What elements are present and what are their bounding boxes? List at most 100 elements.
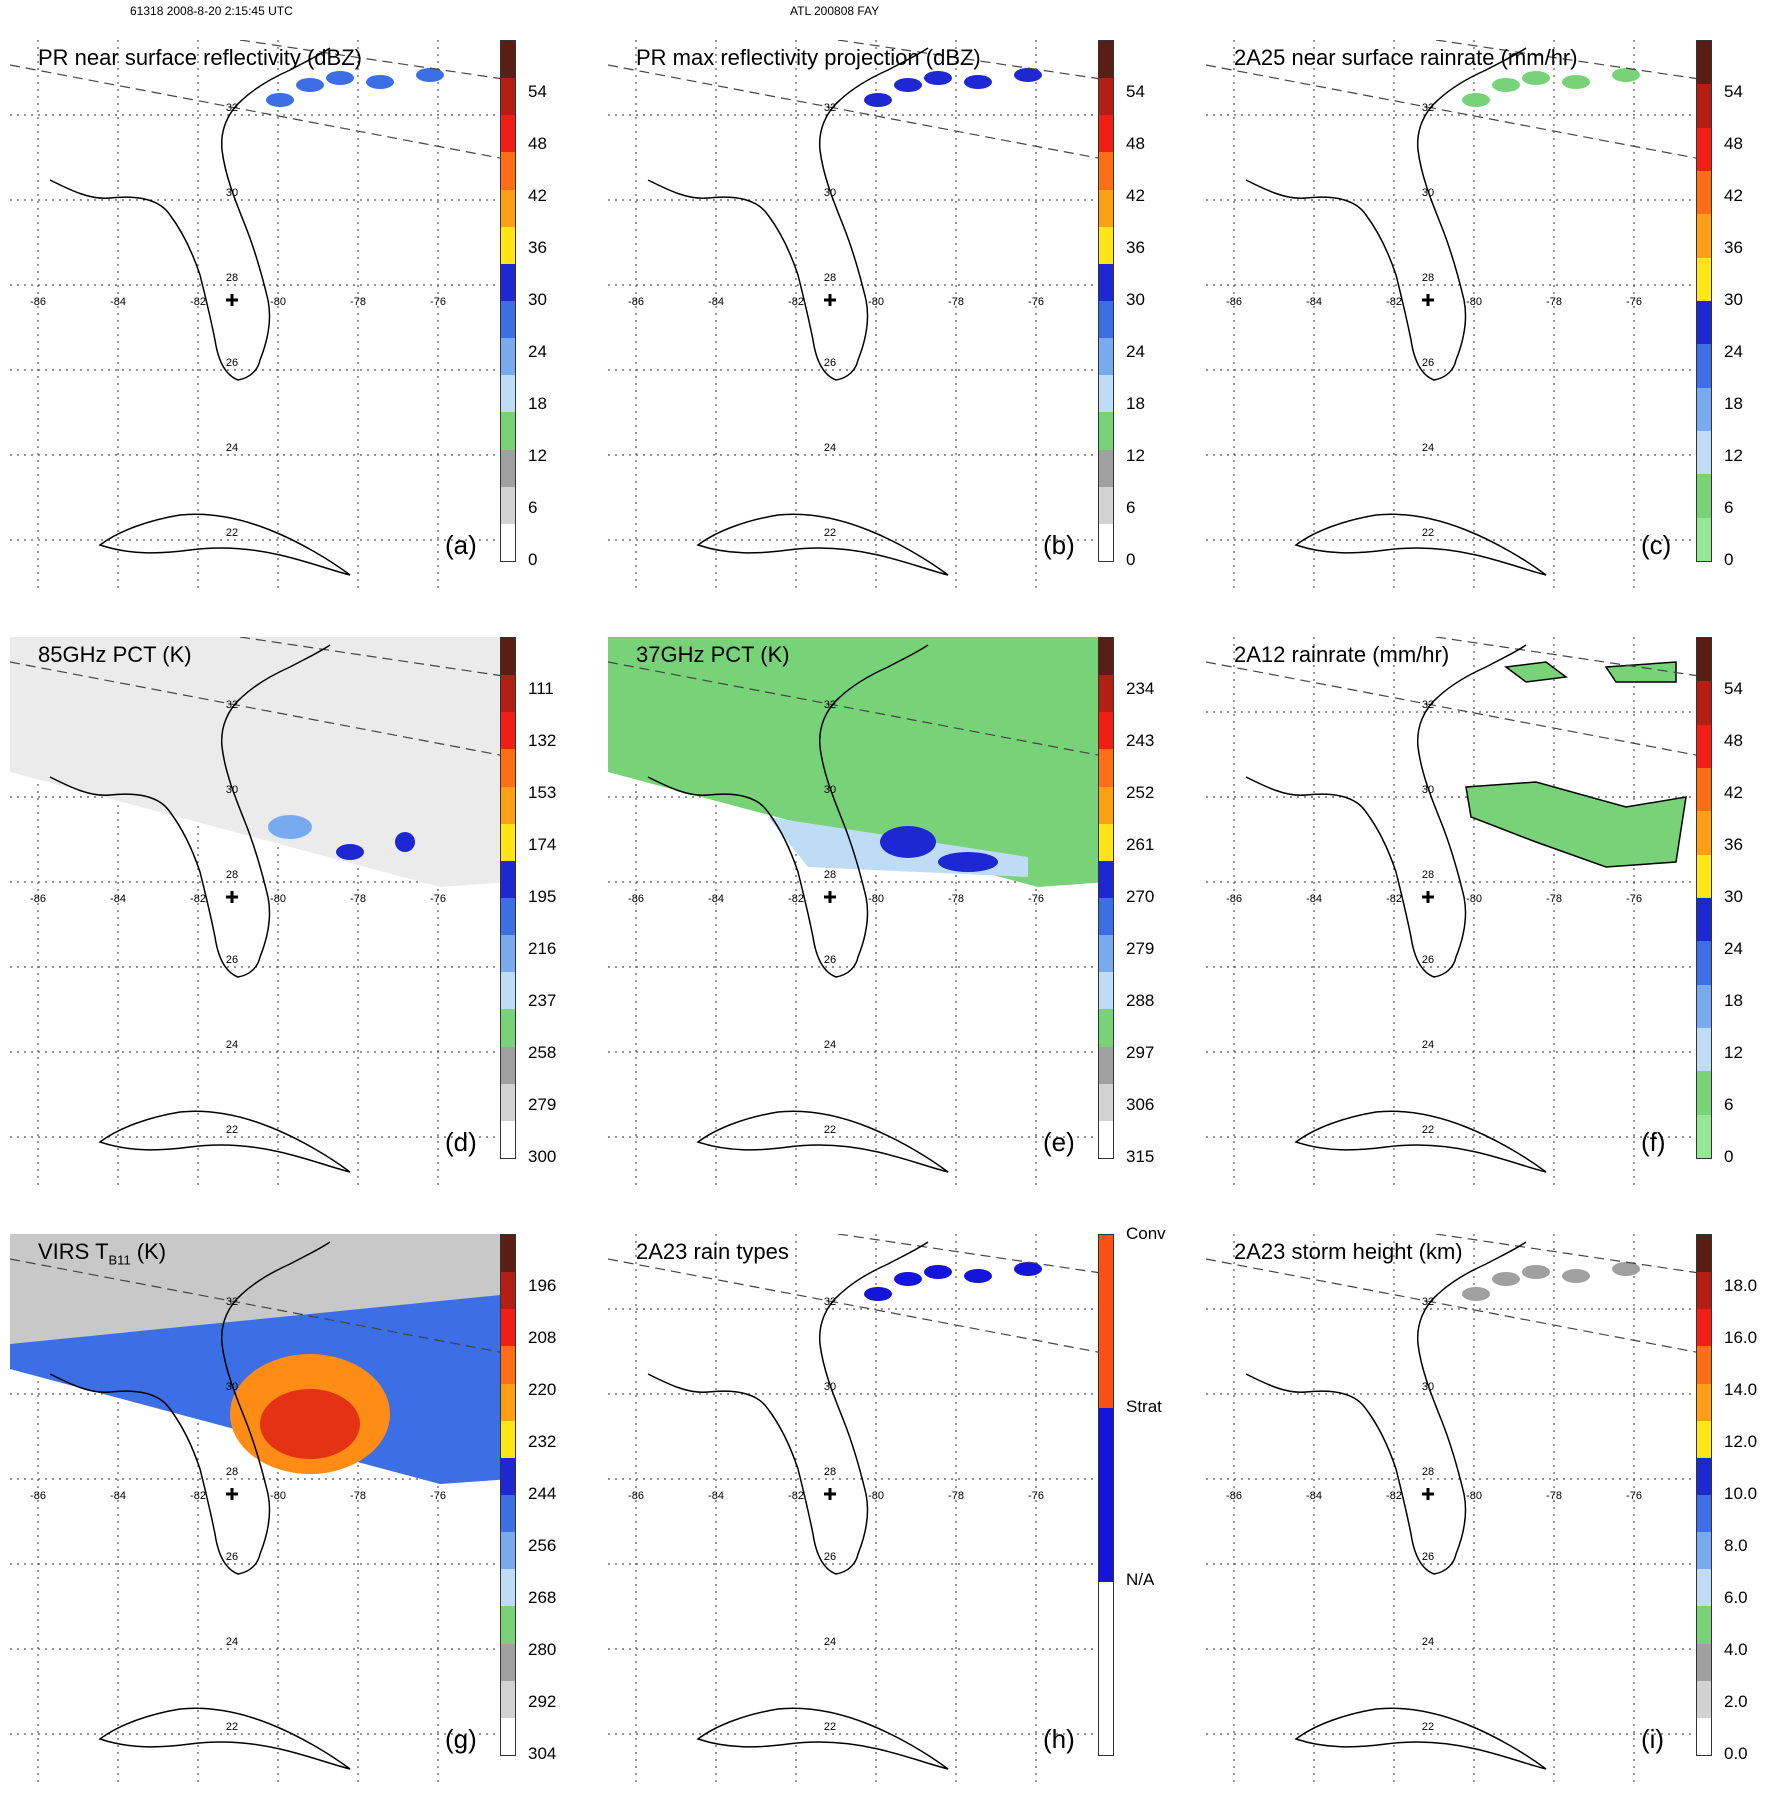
colorbar-segment xyxy=(501,1120,515,1158)
lon-label: -86 xyxy=(628,893,644,905)
colorbar xyxy=(500,40,516,562)
colorbar-tick-label: 174 xyxy=(528,835,557,854)
colorbar-segment xyxy=(501,1046,515,1084)
lon-label: -82 xyxy=(1386,893,1402,905)
lat-label: 24 xyxy=(824,442,836,454)
lat-label: 26 xyxy=(226,357,238,369)
colorbar-segment xyxy=(1099,523,1113,561)
swath-edge-south xyxy=(1435,1234,1706,1275)
colorbar-segment xyxy=(501,972,515,1010)
swath-edge-south xyxy=(1435,40,1706,81)
colorbar-segment xyxy=(501,1717,515,1755)
lon-label: -76 xyxy=(1626,1490,1642,1502)
lon-label: -84 xyxy=(1306,893,1322,905)
coastline xyxy=(647,644,929,978)
colorbar-segment xyxy=(501,638,515,676)
colorbar-tick-label: Conv xyxy=(1126,1224,1166,1243)
lon-label: -86 xyxy=(1226,893,1242,905)
panel-letter: (b) xyxy=(1043,530,1075,560)
colorbar-segment xyxy=(1697,387,1711,431)
lon-label: -86 xyxy=(30,893,46,905)
colorbar-segment xyxy=(1099,1046,1113,1084)
colorbar-tick-label: 268 xyxy=(528,1588,557,1607)
colorbar xyxy=(1098,637,1114,1159)
colorbar-segment xyxy=(501,1235,515,1273)
colorbar-tick-label: 54 xyxy=(1126,82,1145,101)
lon-label: -78 xyxy=(948,893,964,905)
colorbar-segment xyxy=(1697,1383,1711,1421)
colorbar-segment xyxy=(501,412,515,450)
lon-label: -76 xyxy=(1626,893,1642,905)
colorbar-segment xyxy=(1099,935,1113,973)
colorbar-tick-label: 237 xyxy=(528,991,557,1010)
colorbar-segment xyxy=(1099,675,1113,713)
panel-h: -86 -84 -82 -80 -78 -76 32 30 28 26 24 22 2A23 rain … xyxy=(608,1224,1168,1794)
colorbar-segment xyxy=(501,712,515,750)
lat-label: 26 xyxy=(1422,1551,1434,1563)
lat-label: 32 xyxy=(1422,102,1434,114)
colorbar-segment xyxy=(1697,811,1711,855)
lon-label: -84 xyxy=(708,893,724,905)
lon-label: -82 xyxy=(1386,296,1402,308)
colorbar-segment xyxy=(501,375,515,413)
island-outline xyxy=(98,513,351,576)
colorbar-tick-label: 36 xyxy=(1724,835,1743,854)
panel-letter: (h) xyxy=(1043,1724,1075,1754)
swath-edge-north xyxy=(10,64,510,161)
lat-label: 32 xyxy=(824,1296,836,1308)
lon-label: -76 xyxy=(430,296,446,308)
rain-echo xyxy=(296,78,324,92)
colorbar xyxy=(1696,40,1712,562)
lat-label: 24 xyxy=(226,442,238,454)
colorbar-tick-label: 12 xyxy=(1126,446,1145,465)
lon-label: -76 xyxy=(1028,893,1044,905)
colorbar-segment xyxy=(1099,1120,1113,1158)
lat-label: 32 xyxy=(824,102,836,114)
colorbar-segment xyxy=(1099,786,1113,824)
colorbar-tick-label: 6 xyxy=(1126,498,1136,517)
colorbar-tick-label: 261 xyxy=(1126,835,1155,854)
colorbar-tick-label: 300 xyxy=(528,1147,557,1166)
panel-b: -86 -84 -82 -80 -78 -76 32 30 28 26 24 22 PR max ref… xyxy=(608,40,1168,600)
lat-label: 22 xyxy=(226,1124,238,1136)
lat-label: 26 xyxy=(824,357,836,369)
convective-cell xyxy=(938,852,998,872)
colorbar-segment xyxy=(1697,984,1711,1028)
lon-label: -80 xyxy=(270,296,286,308)
colorbar-tick-label: 18 xyxy=(1724,991,1743,1010)
panel-c: -86 -84 -82 -80 -78 -76 32 30 28 26 24 22 2A25 near … xyxy=(1206,40,1766,600)
colorbar-tick-label: 30 xyxy=(1126,290,1145,309)
lon-label: -86 xyxy=(628,1490,644,1502)
colorbar-tick-label: 6 xyxy=(528,498,538,517)
rain-echo xyxy=(1492,1272,1520,1286)
colorbar-tick-label: 2.0 xyxy=(1724,1692,1748,1711)
lat-label: 32 xyxy=(824,699,836,711)
swath-edge-south xyxy=(1435,637,1706,678)
colorbar-segment xyxy=(1697,1494,1711,1533)
colorbar-segment xyxy=(1099,860,1113,898)
colorbar-tick-label: 42 xyxy=(1724,783,1743,802)
colorbar-tick-label: 24 xyxy=(1724,342,1743,361)
lat-label: 28 xyxy=(1422,1466,1434,1478)
colorbar-tick-label: 280 xyxy=(528,1640,557,1659)
lon-label: -86 xyxy=(30,1490,46,1502)
colorbar-segment xyxy=(501,1309,515,1347)
colorbar-tick-label: 18.0 xyxy=(1724,1276,1758,1295)
lat-label: 22 xyxy=(1422,1721,1434,1733)
colorbar-segment xyxy=(1099,1235,1113,1409)
colorbar-segment xyxy=(501,189,515,227)
colorbar-segment xyxy=(1099,1581,1113,1755)
colorbar-tick-label: 111 xyxy=(528,679,554,698)
lat-label: 28 xyxy=(1422,869,1434,881)
lat-label: 26 xyxy=(226,954,238,966)
colorbar-segment xyxy=(1099,78,1113,116)
colorbar-segment xyxy=(501,1532,515,1570)
coastline xyxy=(647,1241,929,1575)
colorbar-segment xyxy=(1697,1532,1711,1570)
rain-echo xyxy=(864,93,892,107)
colorbar-segment xyxy=(1697,84,1711,128)
colorbar-tick-label: 24 xyxy=(1126,342,1145,361)
colorbar xyxy=(1098,1234,1114,1756)
lat-label: 22 xyxy=(824,1721,836,1733)
colorbar-segment xyxy=(501,152,515,190)
